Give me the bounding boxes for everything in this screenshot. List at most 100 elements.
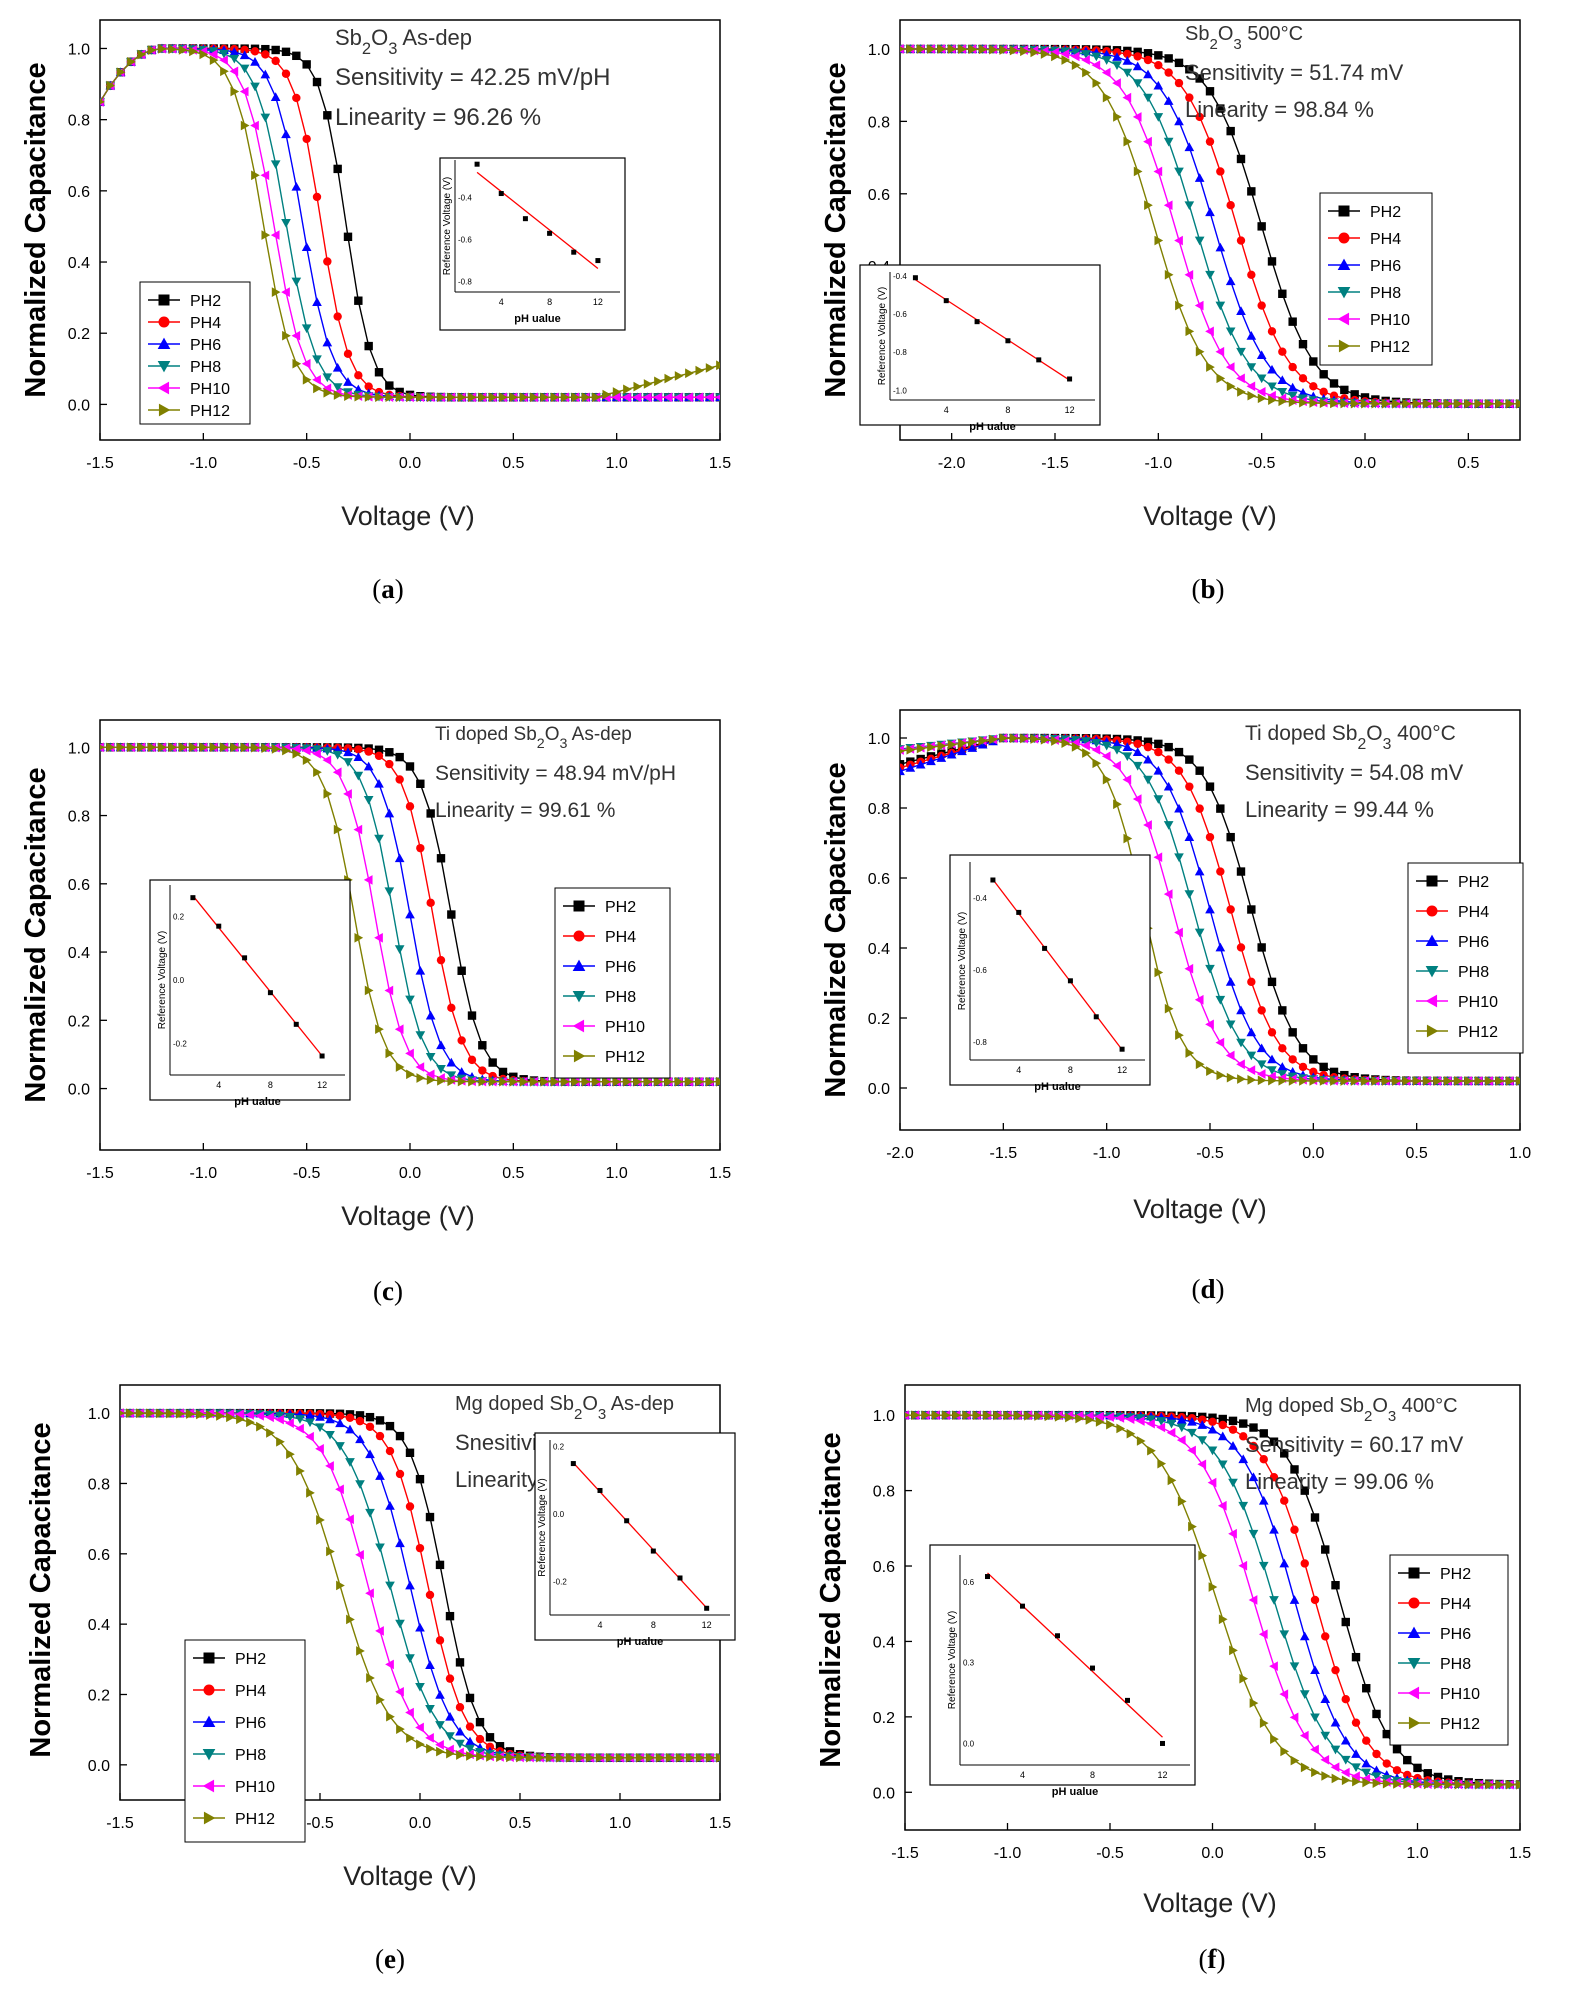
point-ph10	[312, 748, 321, 759]
panel-title: Sb2O3 As-dep	[335, 25, 472, 58]
point-ph12	[962, 1410, 972, 1421]
point-ph12	[656, 1752, 665, 1763]
point-ph8	[1361, 1768, 1372, 1778]
inset: 4 8 12 -0.4 -0.6 -0.8 pH ualue Reference Voltag…	[949, 854, 1151, 1093]
point-ph6	[1269, 1524, 1279, 1534]
legend-marker	[573, 930, 585, 942]
point-ph12	[266, 1428, 275, 1438]
point-ph10	[1320, 1754, 1330, 1765]
point-ph4	[1288, 362, 1297, 372]
point-ph6	[1112, 52, 1122, 61]
point-ph4	[1267, 1028, 1277, 1037]
point-ph8	[1187, 1428, 1197, 1438]
point-ph12	[664, 373, 674, 384]
legend-label: PH4	[605, 929, 636, 946]
point-ph10	[1269, 1661, 1278, 1672]
inset-x-tick-label: 8	[268, 1080, 273, 1090]
point-ph6	[446, 1057, 457, 1067]
legend-label: PH10	[1458, 994, 1498, 1011]
point-ph10	[1101, 751, 1111, 762]
point-ph4	[425, 1590, 435, 1600]
point-ph12	[1071, 60, 1081, 70]
point-ph6	[1194, 173, 1205, 182]
point-ph12	[1381, 1076, 1391, 1086]
y-axis-title: Normalized Capacitance	[815, 1432, 847, 1767]
point-ph2	[355, 1411, 365, 1420]
point-ph2	[1195, 766, 1204, 775]
point-ph10	[1217, 1500, 1227, 1511]
point-ph6	[1298, 387, 1308, 397]
point-ph4	[1288, 1055, 1297, 1064]
point-ph12	[375, 1024, 384, 1035]
point-ph6	[1289, 1595, 1300, 1604]
point-ph4	[1257, 301, 1266, 310]
point-ph12	[120, 1410, 125, 1416]
point-ph12	[916, 743, 926, 754]
point-ph12	[100, 744, 105, 750]
point-ph2	[1247, 905, 1256, 914]
point-ph6	[1287, 382, 1298, 392]
point-ph4	[240, 45, 249, 55]
legend-marker	[573, 900, 585, 912]
point-ph12	[1516, 1076, 1520, 1086]
y-tick-label: 0.8	[868, 801, 890, 818]
point-ph4	[1164, 755, 1173, 764]
point-ph6	[415, 965, 426, 975]
point-ph4	[1195, 112, 1204, 122]
point-ph12	[1164, 1003, 1174, 1014]
point-ph10	[270, 230, 280, 240]
point-ph8	[1194, 928, 1205, 938]
inset-point	[1119, 1046, 1125, 1052]
legend-label: PH12	[1370, 339, 1410, 356]
point-ph12	[695, 1076, 705, 1087]
inset-point	[624, 1518, 630, 1524]
legend-label: PH12	[1440, 1716, 1480, 1733]
point-ph8	[1143, 775, 1153, 785]
point-ph2	[1143, 49, 1153, 58]
point-ph12	[1208, 1582, 1218, 1592]
x-tick-label: 0.5	[502, 455, 524, 472]
point-ph8	[1081, 50, 1091, 59]
point-ph12	[296, 1466, 305, 1476]
point-ph10	[704, 392, 714, 403]
point-ph12	[496, 1752, 505, 1763]
point-ph12	[1009, 733, 1019, 744]
x-tick-label: 0.0	[409, 1815, 431, 1832]
point-ph6	[435, 1690, 445, 1699]
point-ph8	[1163, 137, 1174, 147]
legend-label: PH2	[1458, 874, 1489, 891]
point-ph10	[1135, 1416, 1145, 1426]
y-tick-label: 1.0	[873, 1408, 895, 1425]
point-ph4	[1403, 1770, 1412, 1780]
point-ph8	[295, 1415, 305, 1424]
point-ph12	[550, 392, 560, 403]
point-ph10	[1256, 387, 1266, 397]
point-ph12	[905, 1412, 910, 1418]
inset: 4 8 12 -0.4 -0.6 -0.8 pH ualue Reference Voltag…	[439, 157, 626, 331]
point-ph12	[1154, 235, 1164, 246]
point-ph12	[1341, 1775, 1351, 1786]
point-ph12	[146, 1408, 155, 1419]
point-ph4	[374, 751, 384, 761]
point-ph12	[406, 392, 415, 403]
point-ph8	[301, 324, 312, 334]
point-ph10	[1236, 1059, 1245, 1070]
panel-label: (e)	[375, 1944, 405, 1974]
point-ph2	[1341, 1617, 1350, 1627]
legend-marker	[158, 294, 170, 306]
point-ph12	[633, 381, 643, 392]
point-ph4	[1123, 737, 1132, 746]
point-ph12	[1474, 398, 1484, 409]
inset-point	[547, 230, 553, 236]
point-ph10	[1166, 1427, 1176, 1438]
point-ph12	[1020, 46, 1029, 57]
point-ph12	[716, 1752, 720, 1763]
point-ph12	[356, 1646, 365, 1656]
point-ph2	[1433, 1772, 1443, 1782]
point-ph12	[1288, 1076, 1298, 1086]
point-ph12	[457, 392, 467, 403]
point-ph12	[166, 1408, 175, 1419]
point-ph12	[1157, 1458, 1167, 1469]
annotation: Sensitivity = 51.74 mV	[1185, 60, 1404, 85]
inset-point	[474, 161, 480, 167]
